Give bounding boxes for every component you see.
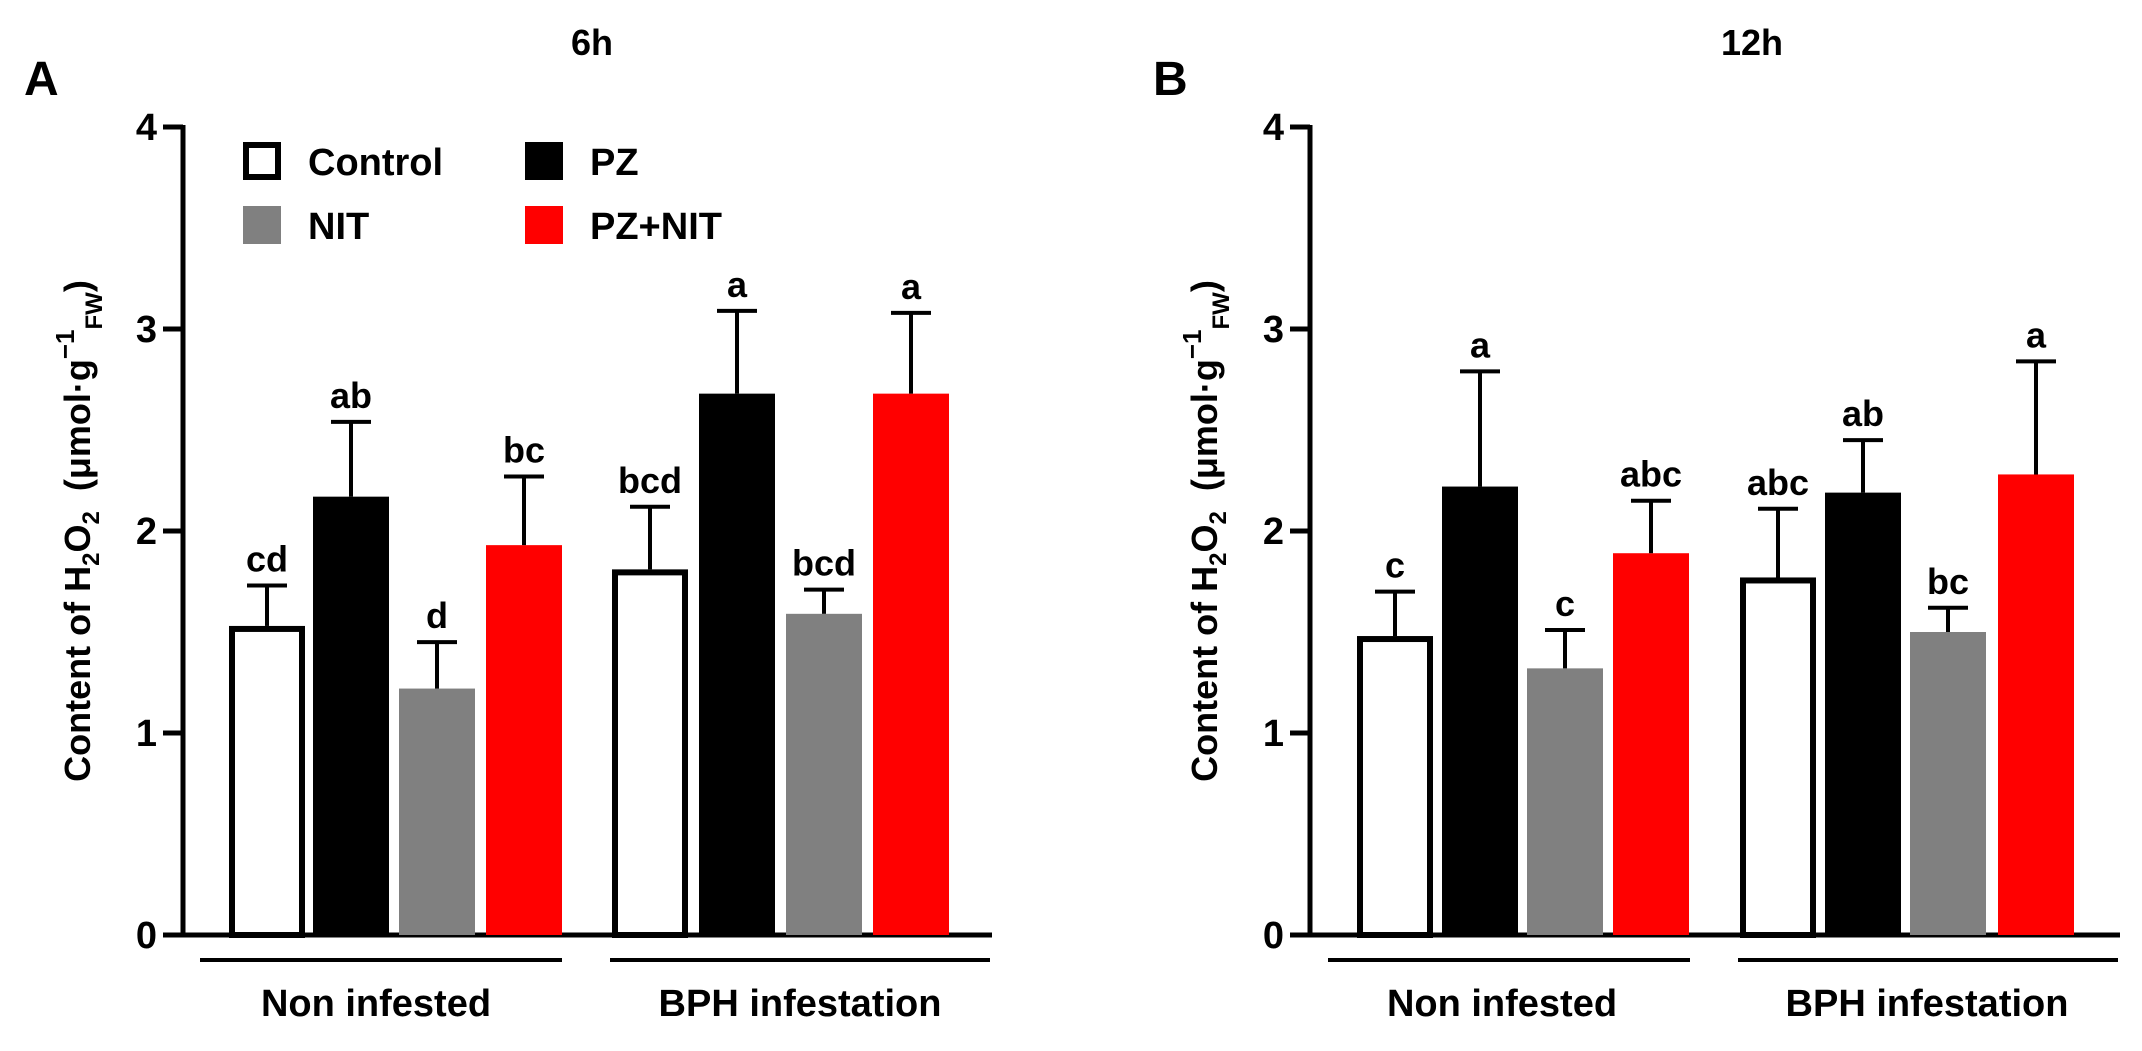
y-tick-label: 3: [136, 309, 157, 351]
significance-letter: a: [2026, 314, 2047, 355]
significance-letter: ab: [330, 375, 372, 416]
y-axis-label-part: 2: [78, 511, 105, 524]
significance-letter: bc: [503, 429, 545, 470]
bar-pz-nit: [1998, 474, 2074, 935]
y-tick-label: 0: [136, 915, 157, 957]
group-label: Non infested: [261, 983, 491, 1025]
significance-letter: cd: [246, 539, 288, 580]
bar-nit: [786, 613, 862, 935]
significance-letter: abc: [1620, 454, 1682, 495]
bar-control: [1740, 577, 1816, 939]
legend-label: NIT: [308, 206, 369, 248]
bar-pz: [313, 496, 389, 935]
bar-pz-nit: [873, 393, 949, 935]
y-axis-label-part: −1: [50, 329, 80, 359]
significance-letter: ab: [1842, 393, 1884, 434]
significance-letter: c: [1385, 545, 1405, 586]
legend-swatch: [243, 142, 281, 180]
y-tick-label: 3: [1263, 309, 1284, 351]
y-axis-label-part: FW: [81, 292, 108, 330]
y-axis-label-part: ): [1184, 280, 1225, 292]
legend-label: PZ: [590, 142, 639, 184]
bar-control: [229, 625, 305, 938]
significance-letter: bc: [1927, 561, 1969, 602]
significance-letter: a: [1470, 324, 1491, 365]
bar-pz-nit: [486, 545, 562, 935]
y-axis-label: Content of H2O2 (μmol·g−1FW): [1177, 280, 1235, 782]
bar-pz: [1825, 492, 1901, 935]
y-tick-label: 0: [1263, 915, 1284, 957]
y-tick-label: 1: [1263, 713, 1284, 755]
y-axis-label-part: ): [57, 280, 98, 292]
y-axis-label-part: FW: [1208, 292, 1235, 330]
y-axis-label: Content of H2O2 (μmol·g−1FW): [50, 280, 108, 782]
panel-letter: B: [1153, 53, 1188, 106]
y-axis-label-part: 2: [78, 553, 105, 566]
y-axis-label-part: Content of H: [1184, 566, 1225, 782]
panel-title: 6h: [571, 22, 613, 63]
y-axis-label-part: O: [1184, 525, 1225, 553]
legend-swatch: [525, 142, 563, 180]
significance-letter: d: [426, 595, 448, 636]
bar-control: [612, 569, 688, 938]
legend-swatch: [525, 206, 563, 244]
y-axis-label-part: O: [57, 525, 98, 553]
panel-letter: A: [24, 53, 59, 106]
y-axis-label-part: (μmol·g: [57, 359, 98, 511]
legend-swatch: [243, 206, 281, 244]
bar-nit: [399, 688, 475, 935]
bar-pz: [699, 393, 775, 935]
bar-pz-nit: [1613, 553, 1689, 935]
group-label: Non infested: [1387, 983, 1617, 1025]
bar-pz: [1442, 486, 1518, 935]
significance-letter: c: [1555, 583, 1575, 624]
legend: Control PZ NIT PZ+NIT: [243, 142, 722, 248]
y-axis-label-part: (μmol·g: [1184, 359, 1225, 511]
y-tick-label: 2: [136, 511, 157, 553]
y-tick-label: 2: [1263, 511, 1284, 553]
group-label: BPH infestation: [659, 983, 942, 1025]
significance-letter: bcd: [792, 543, 856, 584]
legend-label: PZ+NIT: [590, 206, 722, 248]
bar-control: [1357, 636, 1433, 938]
y-tick-label: 1: [136, 713, 157, 755]
y-tick-label: 4: [136, 107, 157, 149]
y-axis-label-part: 2: [1205, 553, 1232, 566]
panel-title: 12h: [1721, 22, 1783, 63]
group-label: BPH infestation: [1786, 983, 2069, 1025]
y-axis-label-part: Content of H: [57, 566, 98, 782]
significance-letter: a: [901, 266, 922, 307]
y-tick-label: 4: [1263, 107, 1284, 149]
significance-letter: abc: [1747, 462, 1809, 503]
significance-letter: a: [727, 264, 748, 305]
bar-nit: [1910, 632, 1986, 935]
y-axis-label-part: 2: [1205, 511, 1232, 524]
significance-letter: bcd: [618, 460, 682, 501]
legend-label: Control: [308, 142, 443, 184]
y-axis-label-part: −1: [1177, 329, 1207, 359]
bar-nit: [1527, 668, 1603, 935]
